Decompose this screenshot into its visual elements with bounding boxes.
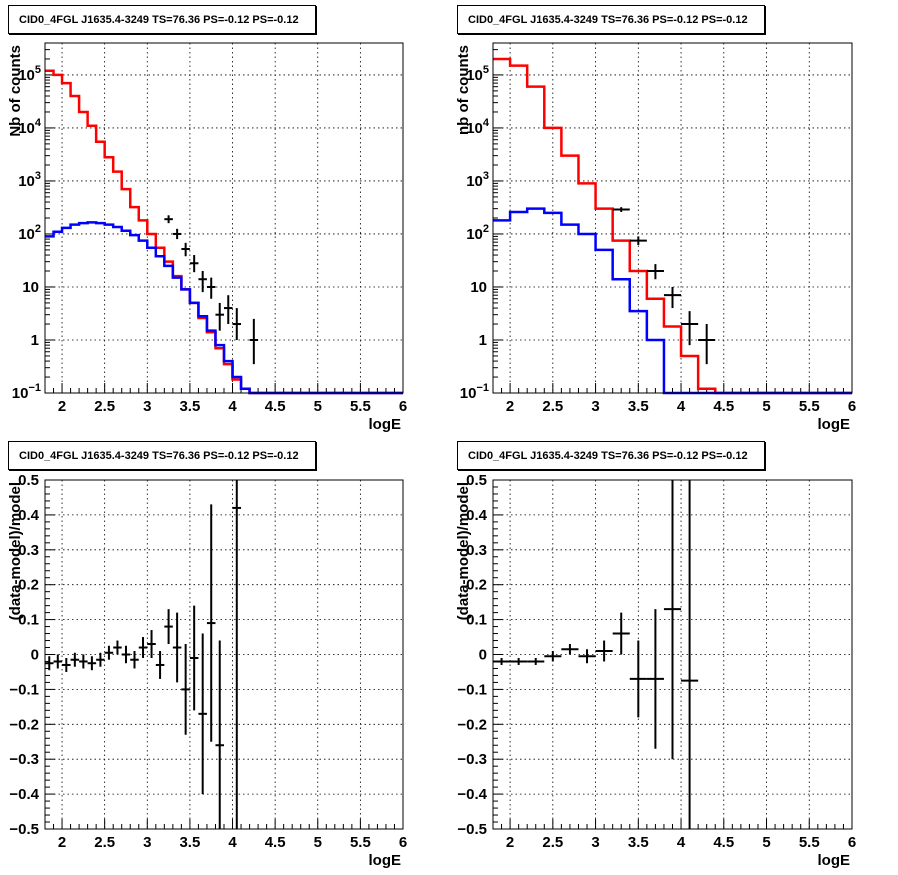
y-axis-label: (data-model)/model (455, 482, 472, 620)
y-tick-label: 1 (31, 332, 39, 349)
y-tick-label: −0.4 (457, 786, 487, 803)
y-tick-label: −0.3 (457, 751, 487, 768)
x-tick-label: 3 (591, 834, 599, 851)
y-tick-label: 10−1 (460, 382, 489, 402)
x-tick-label: 2 (506, 398, 514, 415)
x-tick-label: 3.5 (628, 398, 649, 415)
x-tick-label: 5 (314, 834, 322, 851)
plot-frame (492, 42, 853, 394)
x-axis-label: logE (369, 416, 402, 433)
x-tick-label: 6 (399, 398, 407, 415)
x-tick-label: 5.5 (799, 398, 820, 415)
plot-frame (492, 479, 853, 830)
x-axis-label: logE (818, 416, 851, 433)
y-tick-label: 103 (18, 170, 41, 190)
x-tick-label: 4 (228, 834, 237, 851)
y-tick-label: −0.3 (9, 751, 39, 768)
y-tick-label: 0.5 (466, 472, 487, 489)
x-tick-label: 5 (314, 398, 322, 415)
x-tick-label: 5.5 (799, 834, 820, 851)
x-tick-label: 2.5 (94, 834, 115, 851)
y-tick-label: 0.3 (466, 542, 487, 559)
x-tick-label: 2.5 (542, 398, 563, 415)
x-tick-label: 2 (58, 834, 66, 851)
y-tick-label: 0.3 (18, 542, 39, 559)
x-tick-label: 4 (677, 398, 686, 415)
y-tick-label: 0 (479, 647, 487, 664)
model-total-histogram (493, 57, 852, 395)
x-tick-label: 5 (762, 398, 770, 415)
x-tick-label: 5.5 (350, 398, 371, 415)
x-tick-label: 5.5 (350, 834, 371, 851)
x-tick-label: 4.5 (713, 834, 734, 851)
x-tick-label: 3.5 (179, 398, 200, 415)
y-tick-label: 1 (479, 332, 487, 349)
y-tick-label: −0.4 (9, 786, 39, 803)
y-tick-label: −0.1 (9, 681, 39, 698)
y-tick-label: 102 (466, 223, 489, 243)
x-tick-label: 4.5 (713, 398, 734, 415)
x-tick-label: 3 (143, 398, 151, 415)
residual-plot-right: 2 2.5 3 3.5 4 4.5 5 5.5 6 −0.5 −0.4 −0.3 −0.2 −0.1 0 0.… (455, 472, 856, 869)
x-axis-label: logE (369, 852, 402, 869)
x-tick-label: 2.5 (94, 398, 115, 415)
y-tick-label: 10 (470, 279, 487, 296)
x-tick-label: 5 (762, 834, 770, 851)
y-tick-label: 103 (466, 170, 489, 190)
y-axis-label: Nb of counts (7, 45, 24, 137)
y-tick-label: 0.4 (466, 507, 488, 524)
y-tick-label: −0.2 (457, 716, 487, 733)
y-axis-label: nb of counts (455, 45, 472, 135)
y-axis-label: (data-model)/model (7, 482, 24, 620)
residual-plot-left: 2 2.5 3 3.5 4 4.5 5 5.5 6 −0.5 −0.4 −0.3 −0.2 −0.1 0 0.… (7, 472, 407, 869)
panel-title-bottom-left: CID0_4FGL J1635.4-3249 TS=76.36 PS=-0.12… (8, 441, 316, 470)
y-tick-label: 102 (18, 223, 41, 243)
x-axis-label: logE (818, 852, 851, 869)
x-tick-label: 6 (848, 398, 856, 415)
x-tick-label: 3 (591, 398, 599, 415)
x-tick-label: 4.5 (265, 398, 286, 415)
y-tick-label: 0.5 (18, 472, 39, 489)
x-tick-label: 4 (677, 834, 686, 851)
x-tick-label: 3.5 (628, 834, 649, 851)
y-tick-label: −0.5 (9, 821, 39, 838)
panel-title-bottom-right: CID0_4FGL J1635.4-3249 TS=76.36 PS=-0.12… (457, 441, 765, 470)
x-tick-label: 2 (58, 398, 66, 415)
x-tick-label: 2 (506, 834, 514, 851)
counts-plot-left: 2 2.5 3 3.5 4 4.5 5 5.5 610−1110102103104105logE… (7, 42, 407, 433)
y-tick-label: 0.1 (18, 612, 39, 629)
y-tick-label: 0.4 (18, 507, 40, 524)
counts-plot-right: 2 2.5 3 3.5 4 4.5 5 5.5 610−1110102103104105logE… (455, 42, 856, 433)
y-tick-label: −0.2 (9, 716, 39, 733)
y-tick-label: 10 (22, 279, 39, 296)
y-tick-label: 0.2 (18, 577, 39, 594)
x-tick-label: 4 (228, 398, 237, 415)
x-tick-label: 4.5 (265, 834, 286, 851)
plot-frame (44, 42, 404, 394)
y-tick-label: 10−1 (12, 382, 41, 402)
x-tick-label: 3.5 (179, 834, 200, 851)
x-tick-label: 2.5 (542, 834, 563, 851)
x-tick-label: 6 (399, 834, 407, 851)
x-tick-label: 3 (143, 834, 151, 851)
panel-title-top-right: CID0_4FGL J1635.4-3249 TS=76.36 PS=-0.12… (457, 5, 765, 34)
plot-frame (44, 479, 404, 830)
y-tick-label: 0.1 (466, 612, 487, 629)
y-tick-label: 0 (31, 647, 39, 664)
panel-title-top-left: CID0_4FGL J1635.4-3249 TS=76.36 PS=-0.12… (8, 5, 316, 34)
y-tick-label: 0.2 (466, 577, 487, 594)
x-tick-label: 6 (848, 834, 856, 851)
y-tick-label: −0.5 (457, 821, 487, 838)
y-tick-label: −0.1 (457, 681, 487, 698)
